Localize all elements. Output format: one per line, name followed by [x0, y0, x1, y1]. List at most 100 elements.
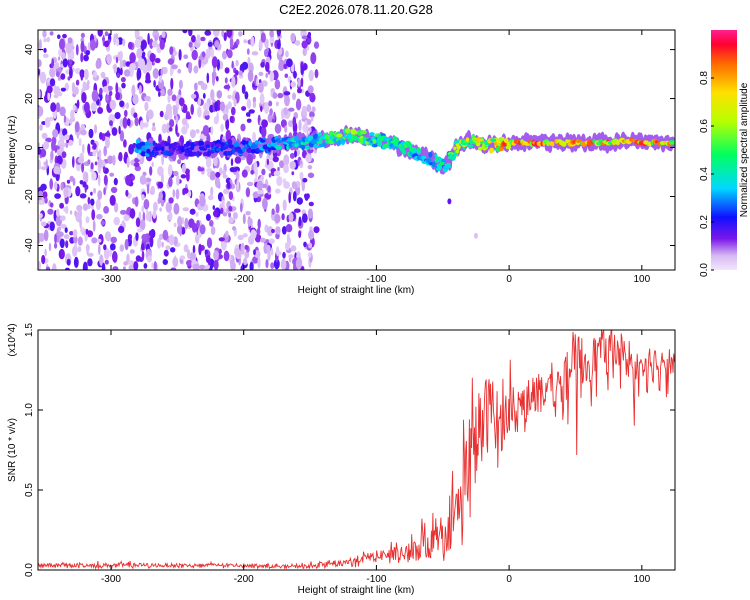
noise-cell: [252, 131, 257, 143]
ridge-cell: [551, 141, 555, 147]
noise-cell: [81, 162, 85, 173]
noise-cell: [244, 91, 249, 100]
noise-cell: [145, 211, 150, 222]
noise-cell: [103, 187, 106, 196]
noise-cell: [153, 201, 158, 212]
noise-cell: [136, 48, 143, 59]
ridge-cell: [146, 148, 151, 154]
noise-cell: [292, 191, 297, 202]
noise-cell: [149, 52, 156, 63]
ridge-cell: [144, 141, 150, 146]
noise-cell: [283, 107, 289, 116]
noise-cell: [93, 71, 98, 78]
noise-cell: [238, 70, 243, 76]
noise-cell: [182, 104, 188, 114]
noise-cell: [151, 161, 154, 168]
noise-cell: [43, 229, 49, 242]
colorbar-tick-label: 0.8: [699, 71, 710, 85]
noise-cell: [72, 104, 77, 111]
heatmap-cell: [148, 230, 153, 237]
noise-cell: [213, 156, 218, 167]
noise-cell: [88, 128, 94, 139]
noise-cell: [258, 71, 264, 77]
noise-cell: [157, 237, 162, 249]
noise-cell: [173, 203, 180, 215]
noise-cell: [77, 209, 83, 219]
noise-cell: [59, 38, 65, 51]
ridge-cell: [401, 149, 407, 155]
noise-cell: [264, 38, 269, 49]
noise-cell: [54, 193, 61, 199]
noise-cell: [112, 250, 118, 263]
noise-cell: [289, 152, 295, 159]
noise-cell: [271, 208, 275, 215]
noise-cell: [261, 119, 268, 128]
noise-cell: [206, 72, 210, 84]
noise-cell: [274, 79, 281, 90]
noise-cell: [286, 233, 290, 244]
noise-cell: [168, 234, 175, 246]
noise-cell: [175, 188, 180, 200]
noise-cell: [185, 115, 192, 120]
noise-cell: [82, 261, 88, 270]
noise-cell: [298, 216, 302, 227]
noise-cell: [267, 185, 271, 193]
noise-cell: [176, 174, 180, 187]
noise-cell: [144, 101, 149, 111]
noise-cell: [225, 129, 232, 142]
y-tick-label: 1.5: [24, 323, 35, 337]
noise-cell: [199, 196, 206, 207]
noise-cell: [251, 51, 259, 56]
noise-cell: [121, 82, 126, 89]
noise-cell: [234, 156, 242, 164]
noise-cell: [223, 250, 230, 262]
noise-cell: [213, 210, 219, 218]
noise-cell: [210, 186, 214, 196]
noise-cell: [231, 60, 234, 69]
noise-cell: [97, 190, 103, 200]
noise-cell: [55, 102, 61, 113]
noise-cell: [147, 109, 154, 120]
noise-cell: [186, 170, 190, 182]
noise-cell: [209, 220, 214, 227]
noise-cell: [160, 172, 164, 185]
ridge-cell: [144, 145, 151, 149]
noise-cell: [104, 132, 111, 137]
noise-cell: [310, 52, 317, 65]
noise-cell: [173, 222, 177, 228]
noise-cell: [284, 94, 290, 107]
noise-cell: [307, 208, 313, 219]
noise-cell: [72, 245, 78, 257]
noise-cell: [87, 159, 91, 164]
ridge-cell: [439, 161, 445, 166]
ridge-cell: [371, 144, 378, 148]
noise-cell: [246, 112, 250, 117]
noise-cell: [49, 31, 54, 36]
noise-cell: [116, 38, 120, 47]
noise-cell: [135, 217, 141, 228]
noise-cell: [38, 232, 42, 244]
noise-cell: [91, 171, 97, 181]
noise-cell: [125, 102, 130, 109]
noise-cell: [114, 112, 121, 120]
noise-cell: [159, 110, 164, 118]
noise-cell: [256, 180, 264, 191]
colorbar: 0.0 0.2 0.4 0.6 0.8 Normalized spectral ampl…: [699, 30, 750, 277]
noise-cell: [254, 233, 262, 243]
noise-cell: [231, 106, 236, 116]
ridge-cell: [300, 141, 307, 146]
noise-cell: [58, 91, 63, 97]
snr-panel: -300 -200 -100 0 100 0.0 0.5 1.0 1.5 Height of …: [7, 323, 676, 596]
noise-cell: [197, 97, 201, 106]
noise-cell: [277, 166, 280, 172]
noise-cell: [184, 217, 189, 230]
noise-cell: [260, 61, 265, 68]
noise-cell: [275, 226, 281, 235]
noise-cell: [44, 197, 48, 204]
noise-cell: [109, 90, 113, 96]
noise-cell: [112, 154, 116, 166]
noise-cell: [96, 238, 102, 243]
noise-cell: [276, 30, 282, 37]
noise-cell: [126, 156, 130, 168]
noise-cell: [213, 250, 219, 261]
